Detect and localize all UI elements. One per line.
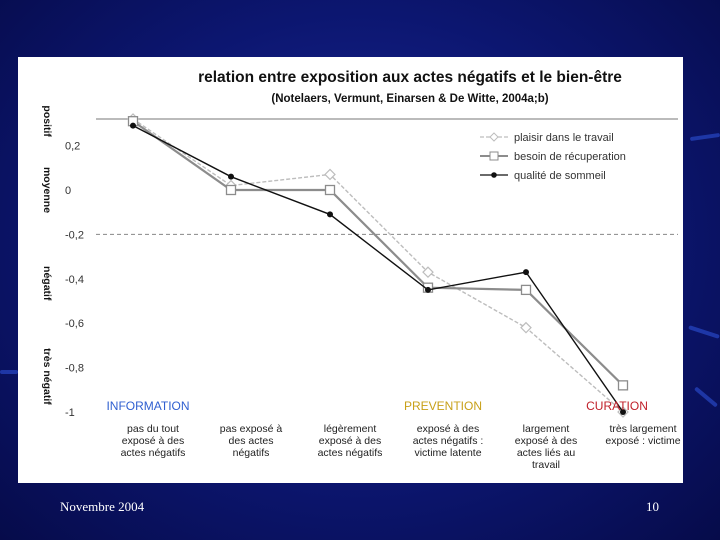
y-zone-label: très négatif <box>41 348 53 405</box>
y-zone-label: négatif <box>41 266 53 301</box>
data-point <box>523 269 529 276</box>
legend-label: besoin de récuperation <box>514 151 626 163</box>
y-tick-label: 0,2 <box>65 141 80 153</box>
category-label: largement <box>523 423 570 435</box>
data-point <box>425 286 431 293</box>
chart-panel: relation entre exposition aux actes néga… <box>18 57 683 483</box>
y-tick-label: -0,6 <box>65 318 84 330</box>
category-label: victime latente <box>414 447 481 459</box>
category-label: actes négatifs <box>121 447 186 459</box>
background-streak <box>693 386 719 408</box>
background-streak <box>689 132 720 142</box>
category-label: exposé à des <box>319 435 381 447</box>
phase-annotation: CURATION <box>586 399 648 413</box>
data-point <box>520 284 532 296</box>
data-point <box>520 321 532 334</box>
y-zone-label: moyenne <box>41 167 53 213</box>
legend-marker <box>489 132 499 142</box>
category-label: des actes <box>229 435 274 447</box>
category-label: légèrement <box>324 423 377 435</box>
data-point <box>617 380 629 391</box>
legend-marker <box>489 151 499 161</box>
series-line <box>132 118 624 413</box>
data-point <box>327 211 333 218</box>
chart-subtitle: (Notelaers, Vermunt, Einarsen & De Witte… <box>271 93 548 105</box>
phase-annotation: INFORMATION <box>106 399 189 413</box>
page-number: 10 <box>646 499 659 514</box>
series-line <box>132 120 624 387</box>
legend-label: plaisir dans le travail <box>514 132 614 144</box>
category-label: exposé : victime <box>605 435 680 447</box>
category-label: exposé à des <box>515 435 577 447</box>
data-point <box>225 184 237 196</box>
data-point <box>228 173 234 180</box>
category-label: actes liés au <box>517 447 576 459</box>
line-chart: relation entre exposition aux actes néga… <box>41 69 681 471</box>
category-label: très largement <box>609 423 676 435</box>
y-tick-label: -0,8 <box>65 363 84 375</box>
legend-marker <box>491 172 497 178</box>
data-point <box>324 184 336 196</box>
category-label: exposé à des <box>122 435 184 447</box>
y-tick-label: -0,4 <box>65 274 84 286</box>
category-label: actes négatifs <box>318 447 383 459</box>
chart-title: relation entre exposition aux actes néga… <box>198 69 622 86</box>
legend-label: qualité de sommeil <box>514 170 606 182</box>
y-tick-label: -0,2 <box>65 229 84 241</box>
category-label: pas exposé à <box>220 423 283 435</box>
y-tick-label: 0 <box>65 185 71 197</box>
footer-date: Novembre 2004 <box>60 499 145 514</box>
series-line <box>132 124 624 413</box>
background-streak <box>688 325 720 339</box>
data-point <box>130 122 136 129</box>
data-point <box>324 168 336 181</box>
y-tick-label: -1 <box>65 407 75 419</box>
category-label: exposé à des <box>417 423 479 435</box>
background-streak <box>0 370 18 374</box>
category-label: travail <box>532 459 560 471</box>
category-label: pas du tout <box>127 423 179 435</box>
category-label: actes négatifs : <box>413 435 484 447</box>
phase-annotation: PREVENTION <box>404 399 482 413</box>
data-point <box>620 409 626 415</box>
category-label: négatifs <box>233 447 270 459</box>
data-point <box>422 266 434 278</box>
y-zone-label: positif <box>41 105 53 137</box>
